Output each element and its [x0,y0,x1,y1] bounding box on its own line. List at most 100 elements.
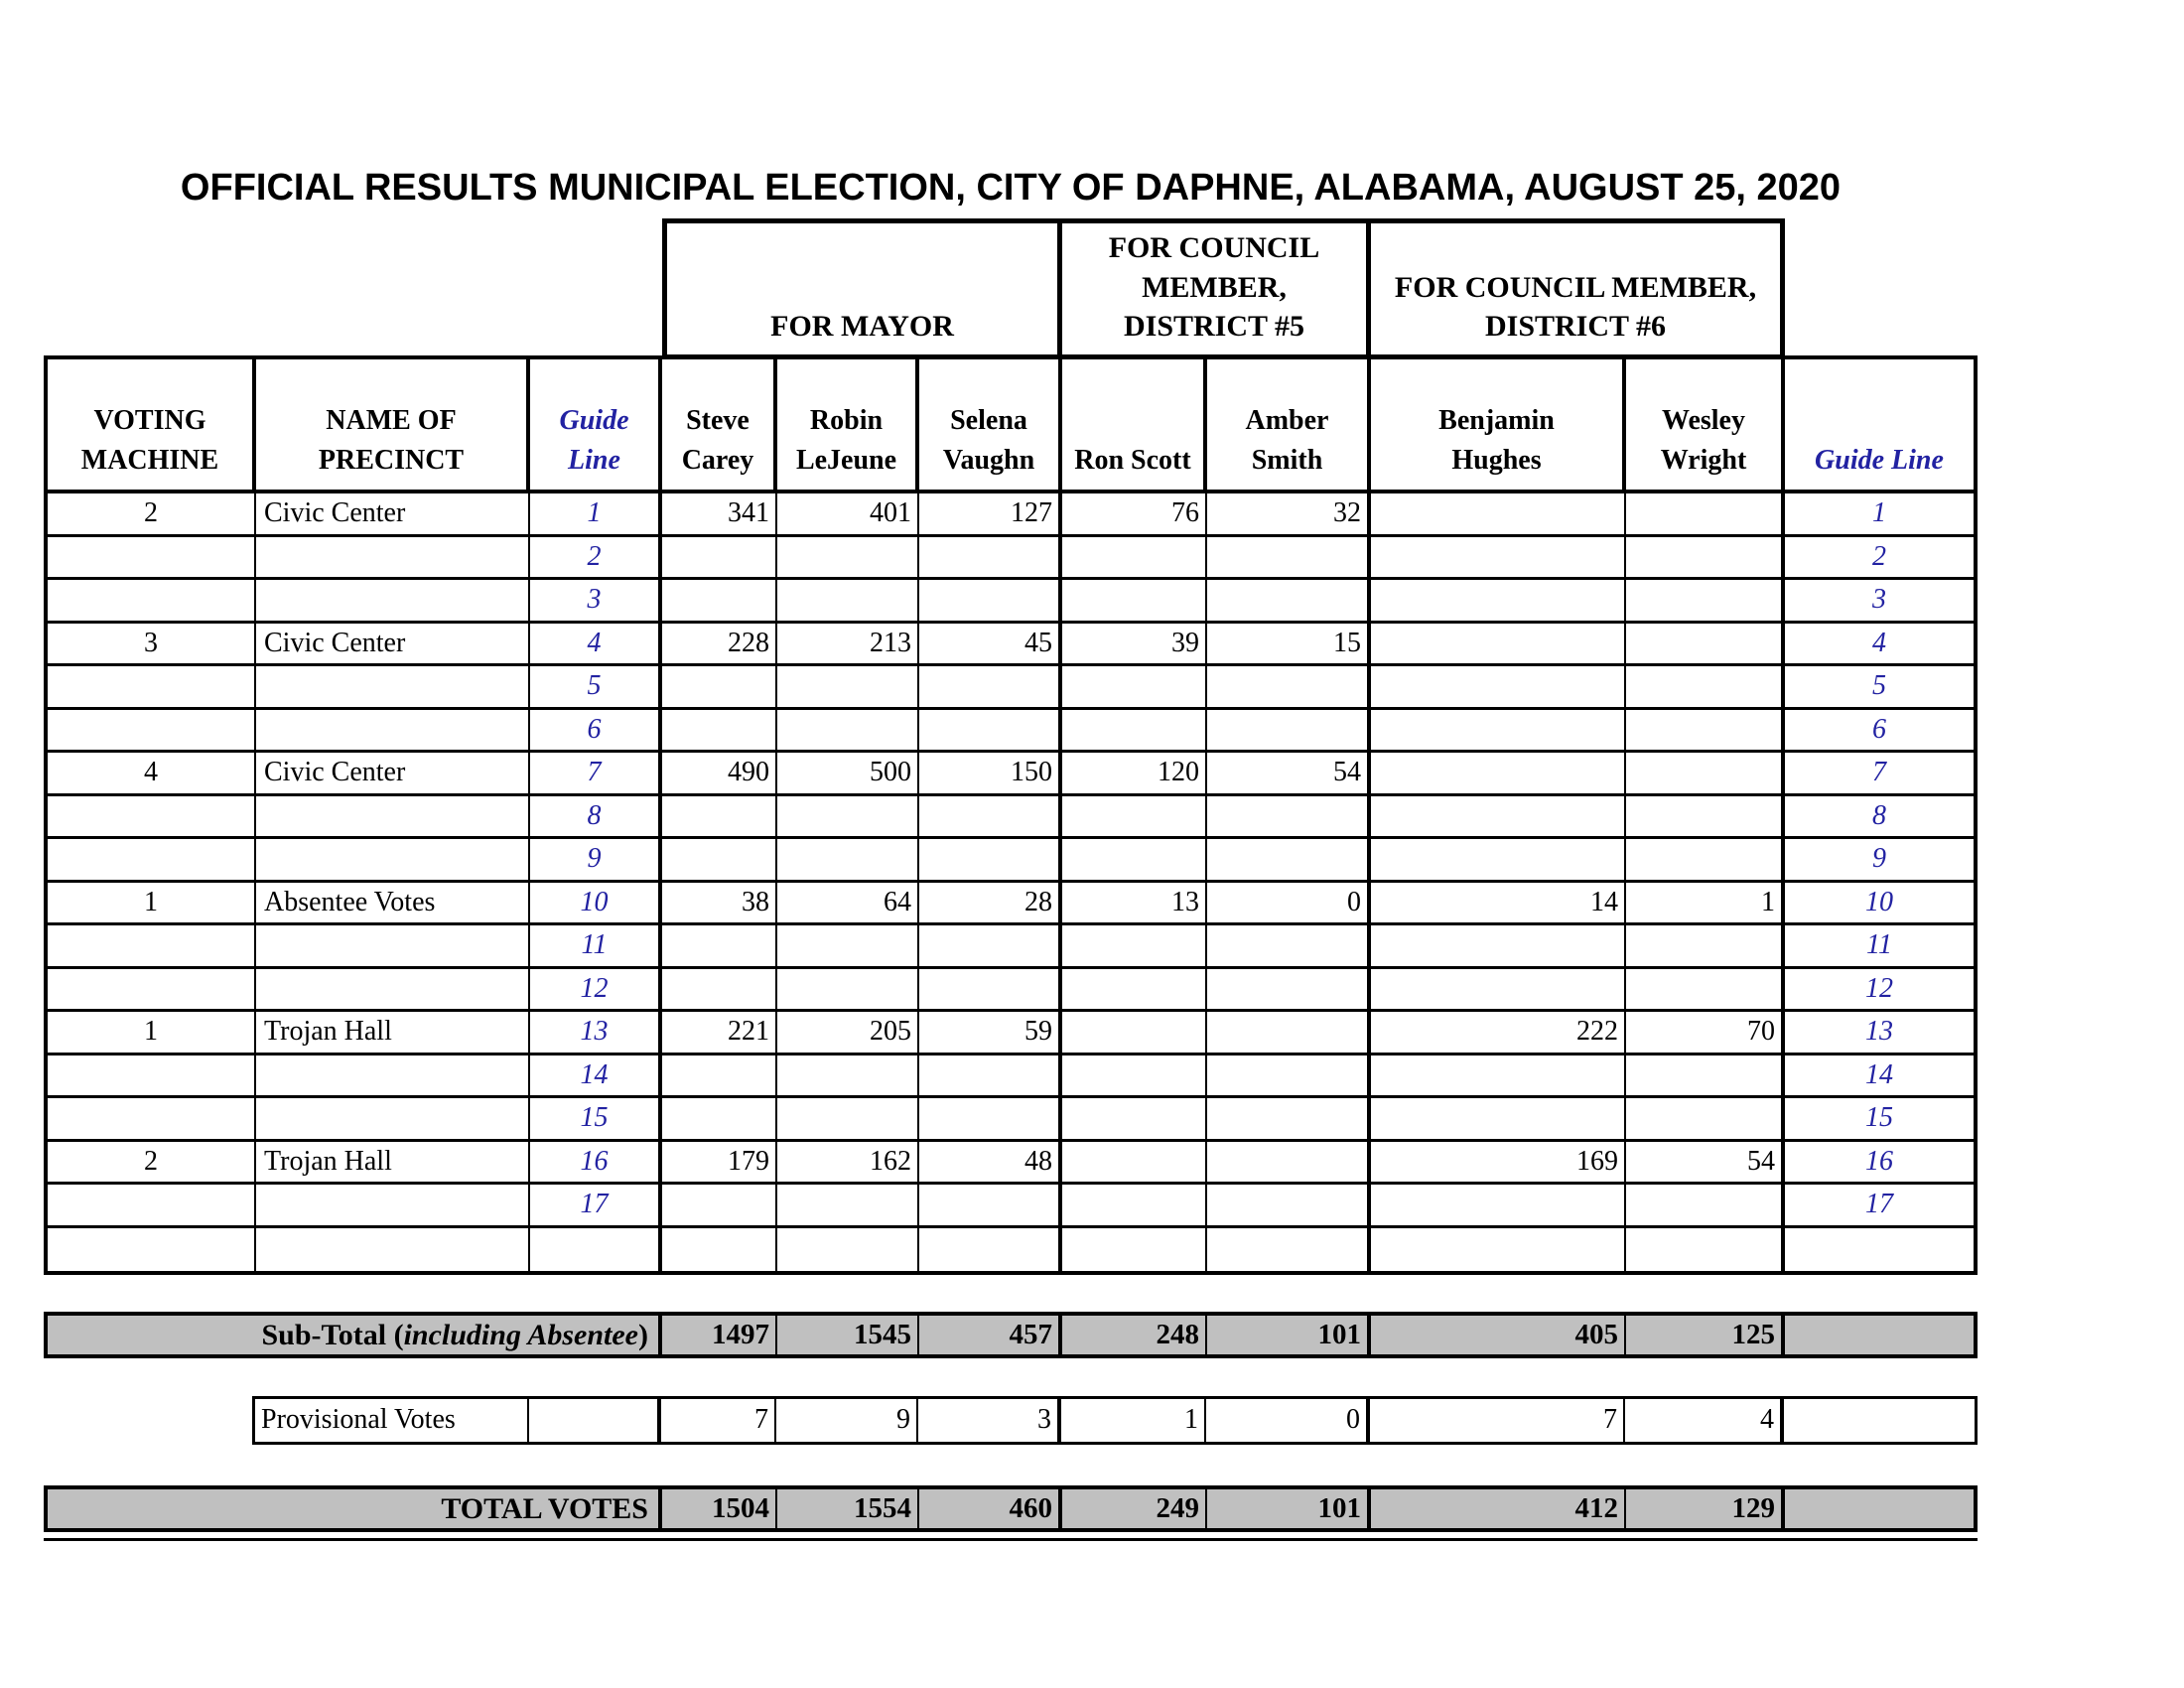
guide-line-cell: 2 [530,536,662,580]
vote-count-cell [662,536,777,580]
vote-count-cell [1371,1185,1626,1228]
machine-cell: 2 [48,1141,256,1185]
vote-count-cell [1062,839,1207,883]
header-guide-line-right: Guide Line [1785,359,1974,493]
guide-line-right-cell: 4 [1785,624,1974,666]
provisional-row: Provisional Votes 7 9 3 1 0 7 4 [252,1396,1978,1445]
vote-count-cell: 38 [662,882,777,925]
machine-cell [48,709,256,753]
provisional-label: Provisional Votes [255,1399,529,1442]
vote-count-cell: 54 [1207,753,1371,796]
vote-count-cell: 15 [1207,623,1371,666]
vote-count-cell [662,709,777,753]
vote-count-cell [919,1055,1062,1098]
vote-count-cell [1207,1098,1371,1142]
vote-count-cell: 222 [1371,1012,1626,1055]
vote-count-cell [1626,536,1785,580]
guide-line-cell: 14 [530,1055,662,1098]
vote-count-cell [1207,1185,1371,1228]
vote-count-cell [1062,1141,1207,1185]
guide-line-right-cell: 16 [1785,1142,1974,1185]
vote-count-cell [1207,968,1371,1012]
guide-line-cell: 11 [530,925,662,969]
vote-count-cell: 228 [662,623,777,666]
subtotal-selena-vaughn: 457 [919,1316,1062,1354]
guide-line-right-cell: 14 [1785,1055,1974,1098]
vote-count-cell [1626,709,1785,753]
header-candidate-steve-carey: Steve Carey [662,359,777,493]
vote-count-cell [1371,623,1626,666]
guide-line-cell: 17 [530,1185,662,1228]
vote-count-cell [1626,1055,1785,1098]
vote-count-cell [662,1055,777,1098]
vote-count-cell [1626,666,1785,710]
precinct-cell [256,666,530,710]
vote-count-cell: 32 [1207,493,1371,537]
guide-line-right-cell: 11 [1785,925,1974,969]
precinct-cell [256,795,530,839]
vote-count-cell [777,795,919,839]
vote-count-cell [1207,925,1371,969]
vote-count-cell [919,709,1062,753]
vote-count-cell: 401 [777,493,919,537]
guide-line-cell: 12 [530,968,662,1012]
vote-count-cell [1626,623,1785,666]
guide-line-cell: 5 [530,666,662,710]
vote-count-cell: 169 [1371,1141,1626,1185]
header-candidate-selena-vaughn: Selena Vaughn [919,359,1062,493]
vote-count-cell [777,666,919,710]
vote-count-cell [1062,925,1207,969]
results-table: VOTING MACHINE NAME OF PRECINCT Guide Li… [44,355,1978,1275]
vote-count-cell [1062,1185,1207,1228]
total-robin-lejeune: 1554 [777,1489,919,1528]
guide-line-cell: 3 [530,580,662,624]
subtotal-benjamin-hughes: 405 [1371,1316,1626,1354]
guide-line-cell: 13 [530,1012,662,1055]
vote-count-cell [777,536,919,580]
vote-count-cell [1207,536,1371,580]
precinct-cell: Trojan Hall [256,1012,530,1055]
subtotal-amber-smith: 101 [1207,1316,1371,1354]
contest-group-headers: FOR MAYOR FOR COUNCIL MEMBER, DISTRICT #… [662,218,1785,359]
vote-count-cell: 150 [919,753,1062,796]
guide-line-right-cell: 2 [1785,537,1974,580]
vote-count-cell: 1 [1626,882,1785,925]
precinct-cell [256,1098,530,1142]
vote-count-cell [1626,839,1785,883]
machine-cell: 2 [48,493,256,537]
vote-count-cell [919,925,1062,969]
total-benjamin-hughes: 412 [1371,1489,1626,1528]
vote-count-cell [1062,1098,1207,1142]
guide-line-cell: 6 [530,709,662,753]
machine-cell [48,795,256,839]
vote-count-cell [1371,1055,1626,1098]
precinct-cell [256,839,530,883]
vote-count-cell [919,666,1062,710]
precinct-cell: Civic Center [256,753,530,796]
vote-count-cell [1626,1185,1785,1228]
header-candidate-benjamin-hughes: Benjamin Hughes [1371,359,1626,493]
provisional-robin-lejeune: 9 [776,1399,918,1442]
vote-count-cell [777,1055,919,1098]
subtotal-ron-scott: 248 [1062,1316,1207,1354]
provisional-guide-right-cell [1784,1399,1973,1442]
header-candidate-wesley-wright: Wesley Wright [1626,359,1785,493]
precinct-cell [256,580,530,624]
bottom-double-rule [44,1538,1978,1541]
vote-count-cell [1207,839,1371,883]
precinct-cell [256,968,530,1012]
vote-count-cell [1371,925,1626,969]
vote-count-cell [1371,666,1626,710]
precinct-cell: Absentee Votes [256,882,530,925]
vote-count-cell [1062,580,1207,624]
vote-count-cell: 39 [1062,623,1207,666]
total-votes-label: TOTAL VOTES [48,1489,662,1528]
provisional-guide-cell [529,1399,661,1442]
guide-line-right-cell: 9 [1785,839,1974,883]
vote-count-cell [1207,709,1371,753]
vote-count-cell [1062,536,1207,580]
subtotal-robin-lejeune: 1545 [777,1316,919,1354]
provisional-wesley-wright: 4 [1625,1399,1784,1442]
vote-count-cell: 70 [1626,1012,1785,1055]
vote-count-cell: 179 [662,1141,777,1185]
